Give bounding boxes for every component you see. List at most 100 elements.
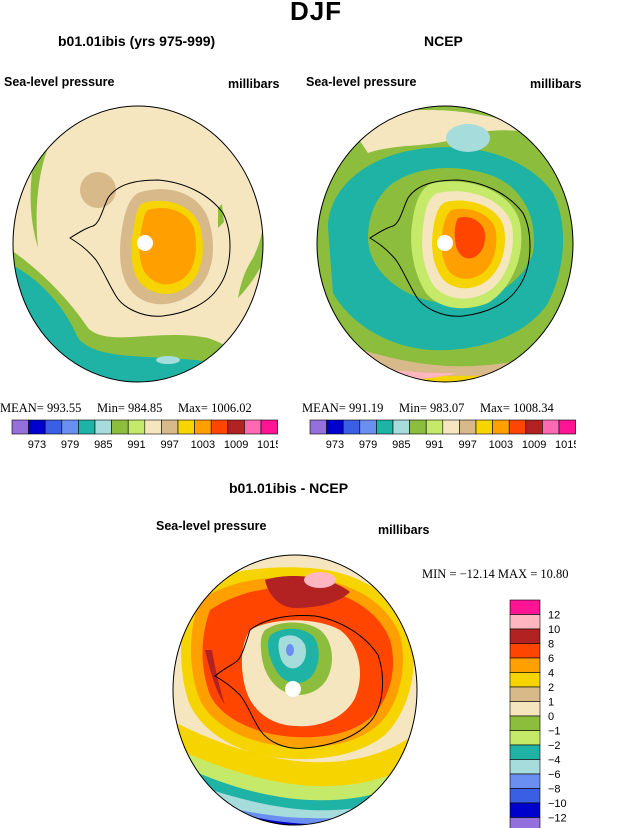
colorbar-tick-label: −2 — [548, 740, 561, 752]
colorbar-swatch — [326, 419, 344, 435]
colorbar-swatch — [28, 419, 46, 435]
colorbar-tick-label: 1003 — [191, 439, 215, 451]
colorbar-tick-label: −1 — [548, 726, 561, 738]
colorbar-tick-label: −6 — [548, 769, 561, 781]
panel-diff-heading: b01.01ibis - NCEP — [229, 480, 349, 496]
map-region-blue-mid — [286, 644, 294, 656]
min-label: Min= — [398, 401, 427, 415]
colorbar-swatch — [509, 817, 541, 828]
page-title: DJF — [289, 0, 343, 26]
colorbar-swatch — [509, 759, 541, 775]
mean-value: 993.55 — [46, 401, 82, 415]
colorbar-tick-label: 985 — [392, 439, 410, 451]
colorbar-tick-label: 997 — [161, 439, 179, 451]
map-border — [316, 105, 574, 383]
colorbar-tick-label: 991 — [127, 439, 145, 451]
colorbar-swatch — [509, 788, 541, 804]
map-region-dark-red-west — [205, 650, 225, 705]
colorbar-swatch — [509, 715, 541, 731]
max-value: 10.80 — [540, 567, 569, 581]
colorbar-swatch — [509, 686, 541, 702]
panel-ncep-stats: MEAN= 991.19 Min= 983.07 Max= 1008.34 — [302, 401, 554, 416]
colorbar-tick-label: 991 — [425, 439, 443, 451]
map-pole-marker — [285, 681, 301, 697]
panel-diff-units: millibars — [378, 523, 430, 537]
map-border — [12, 105, 264, 383]
colorbar-swatch — [509, 599, 541, 615]
colorbar-swatch — [409, 419, 427, 435]
map-region-light-blue — [156, 356, 180, 364]
colorbar-tick-label: 973 — [28, 439, 46, 451]
colorbar-swatch — [309, 419, 327, 435]
panel-model-field-label: Sea-level pressure — [4, 75, 115, 89]
colorbar-swatch — [359, 419, 377, 435]
colorbar-swatch — [509, 657, 541, 673]
colorbar-tick-label: 1 — [548, 697, 554, 709]
colorbar-swatch — [227, 419, 245, 435]
colorbar-swatch — [244, 419, 262, 435]
colorbar-swatch — [210, 419, 229, 435]
colorbar-swatch — [11, 419, 29, 435]
colorbar-tick-label: 997 — [459, 439, 477, 451]
max-value: 1006.02 — [211, 401, 252, 415]
colorbar-swatch — [509, 672, 541, 688]
max-value: 1008.34 — [513, 401, 554, 415]
colorbar-tick-label: 8 — [548, 639, 554, 651]
colorbar-swatch — [111, 419, 129, 435]
mean-label: MEAN= — [302, 401, 346, 415]
colorbar-swatch — [542, 419, 560, 435]
colorbar-swatch — [342, 419, 361, 435]
max-label: Max= — [480, 401, 510, 415]
colorbar-swatch — [177, 419, 195, 435]
colorbar-tick-label: 12 — [548, 610, 560, 622]
map-region-tan-north — [348, 110, 533, 153]
colorbar-tick-label: 979 — [359, 439, 377, 451]
panel-model-units: millibars — [228, 77, 280, 91]
colorbar-swatch — [509, 643, 541, 659]
colorbar-swatch — [260, 419, 278, 435]
colorbar-tick-label: 1015 — [257, 439, 278, 451]
colorbar-tick-label: 979 — [61, 439, 79, 451]
map-region-light-blue — [446, 124, 490, 152]
colorbar-swatch — [376, 419, 394, 435]
mean-value: 991.19 — [348, 401, 384, 415]
colorbar-swatch — [509, 802, 541, 818]
colorbar-tick-label: 1009 — [224, 439, 248, 451]
colorbar-swatch — [161, 419, 179, 435]
panel-ncep-heading: NCEP — [424, 33, 463, 49]
colorbar-swatch — [144, 419, 162, 435]
map-border — [172, 554, 418, 826]
colorbar-swatch — [194, 419, 212, 435]
colorbar-swatch — [127, 419, 146, 435]
panel-ncep-field-label: Sea-level pressure — [306, 75, 417, 89]
colorbar-swatch — [61, 419, 79, 435]
colorbar-swatch — [44, 419, 63, 435]
colorbar-swatch — [78, 419, 96, 435]
colorbar-swatch — [509, 614, 541, 630]
colorbar-swatch — [94, 419, 112, 435]
panel-diff-stats: MIN = −12.14 MAX = 10.80 — [422, 567, 569, 582]
colorbar-swatch — [392, 419, 410, 435]
map-coastline — [214, 615, 383, 749]
colorbar-tick-label: −8 — [548, 784, 561, 796]
max-label: Max= — [178, 401, 208, 415]
mean-label: MEAN= — [0, 401, 44, 415]
panel-model-map — [12, 105, 264, 383]
colorbar-model: 973 979 985 991 997 1003 1009 1015 — [11, 419, 278, 451]
colorbar-swatch — [508, 419, 527, 435]
colorbar-tick-label: 1015 — [555, 439, 576, 451]
colorbar-tick-label: −4 — [548, 755, 561, 767]
map-region-teal — [13, 263, 263, 382]
map-region-red — [454, 216, 486, 259]
min-label: MIN = — [422, 567, 457, 581]
colorbar-tick-label: 973 — [326, 439, 344, 451]
colorbar-tick-label: −12 — [548, 813, 567, 825]
map-pole-marker — [437, 235, 453, 251]
colorbar-tick-label: 985 — [94, 439, 112, 451]
map-pole-marker — [137, 235, 153, 251]
colorbar-tick-label: 1003 — [489, 439, 513, 451]
map-region-tan-blob — [80, 172, 116, 208]
colorbar-swatch — [558, 419, 576, 435]
panel-model-heading: b01.01ibis (yrs 975-999) — [58, 33, 216, 49]
